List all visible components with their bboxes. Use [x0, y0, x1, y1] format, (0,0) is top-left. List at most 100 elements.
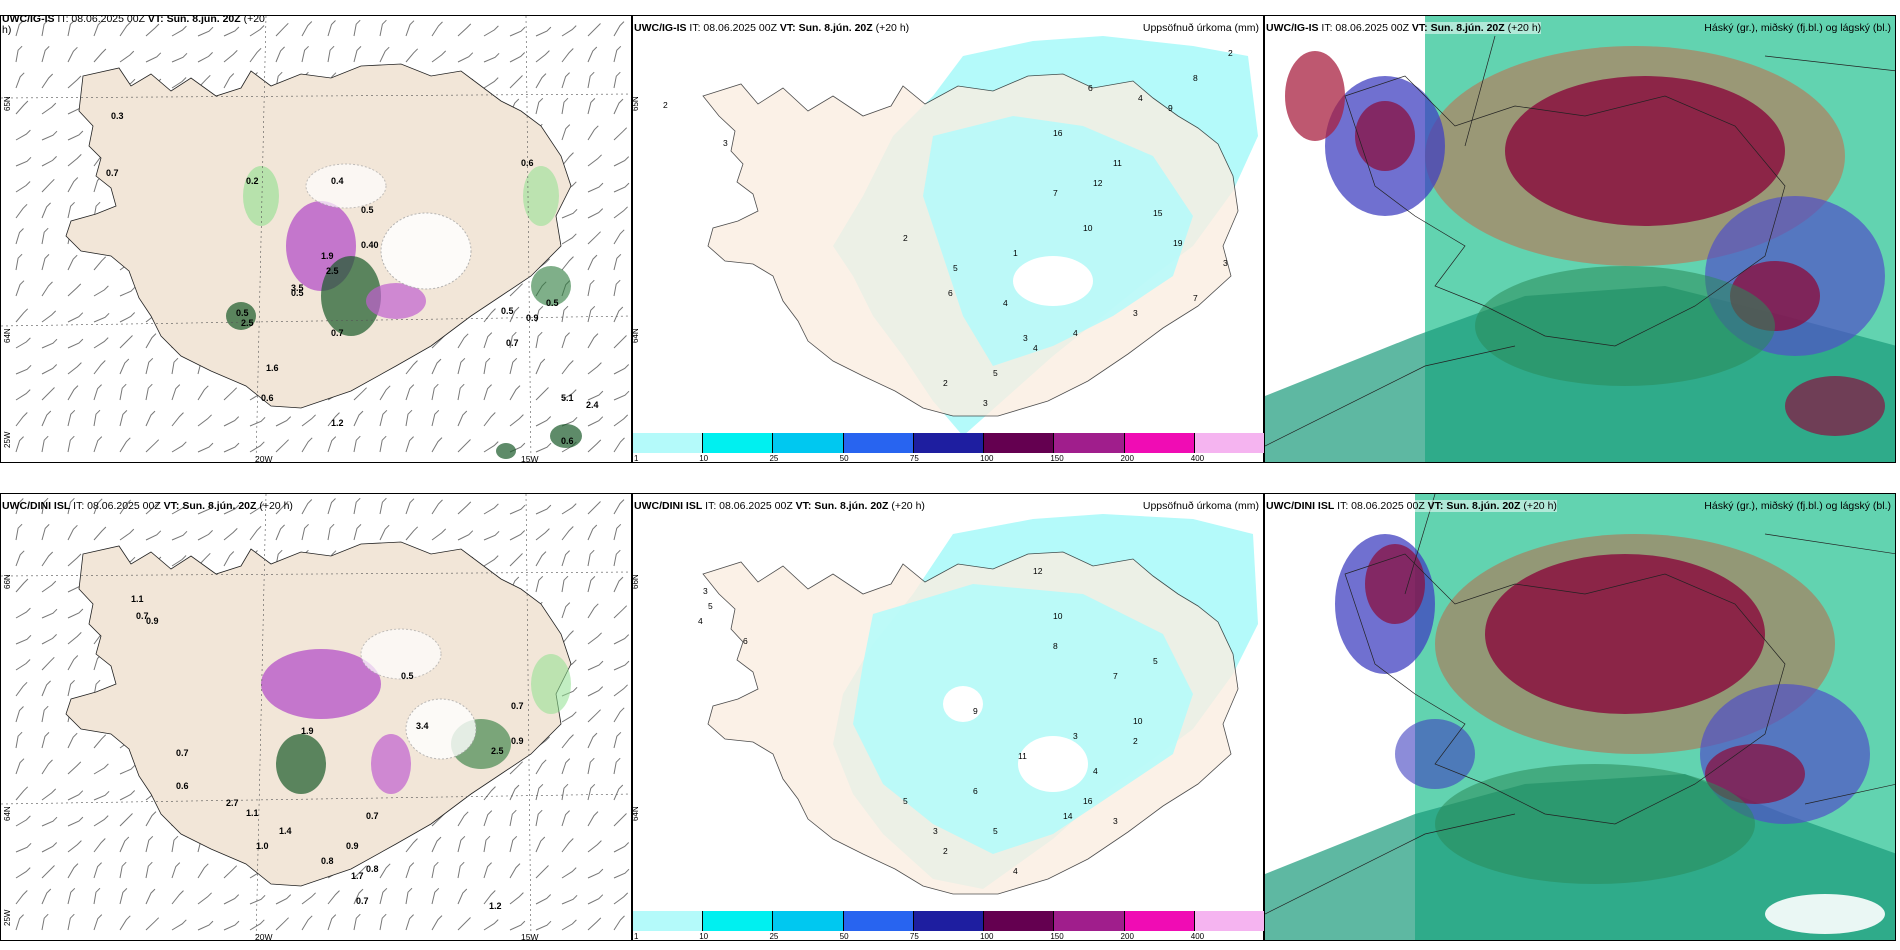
- wind-barb: [119, 528, 135, 541]
- precip-value: 3: [1023, 333, 1028, 343]
- wind-barb: [509, 52, 526, 63]
- precip-value: 0.6: [521, 158, 534, 168]
- precip-value: 0.7: [331, 328, 344, 338]
- wind-barb: [613, 71, 621, 89]
- wind-barb: [405, 384, 415, 401]
- precip-value: 12: [1033, 566, 1043, 576]
- legend-tick: 75: [909, 454, 919, 463]
- wind-barb: [171, 890, 184, 905]
- precip-value: 0.7: [511, 701, 524, 711]
- wind-barb: [587, 757, 595, 775]
- wind-barb: [41, 202, 51, 219]
- wind-barb: [327, 498, 336, 515]
- legend-tick: 25: [769, 454, 779, 463]
- precip-value: 0.7: [176, 748, 189, 758]
- wind-barb: [509, 385, 521, 401]
- wind-barb: [41, 338, 58, 349]
- wind-barb: [587, 154, 602, 167]
- wind-barb: [15, 550, 25, 567]
- wind-barb: [405, 409, 413, 427]
- wind-barb: [587, 732, 598, 749]
- precip-value: 11: [1018, 751, 1027, 761]
- wind-barb: [93, 862, 102, 879]
- wind-barb: [67, 177, 79, 193]
- precip-value: 3.5: [291, 283, 304, 293]
- wind-barb: [327, 523, 335, 541]
- legend-tick: 200: [1120, 932, 1134, 941]
- wind-barb: [93, 734, 107, 749]
- wind-barb: [457, 835, 466, 853]
- wind-barb: [509, 835, 518, 853]
- wind-barb: [353, 19, 361, 37]
- wind-barb: [535, 26, 552, 37]
- wind-barb: [93, 409, 101, 427]
- wind-barb: [587, 576, 596, 593]
- wind-barb: [613, 182, 630, 193]
- wind-barb: [483, 530, 500, 541]
- lon-label: 20W: [255, 932, 273, 941]
- precip-value: 5.1: [561, 393, 574, 403]
- wind-barb: [275, 894, 292, 905]
- map-clouds-top: [1265, 16, 1895, 462]
- wind-barb: [509, 863, 521, 879]
- wind-barb: [15, 607, 31, 619]
- wind-barb: [171, 503, 187, 515]
- wind-barb: [41, 816, 58, 827]
- wind-barb: [223, 416, 240, 427]
- wind-barb: [41, 410, 52, 427]
- wind-barb: [457, 52, 474, 63]
- wind-barb: [119, 499, 132, 515]
- legend-swatch: [703, 911, 774, 931]
- precip-value: 0.7: [356, 896, 369, 906]
- wind-barb: [197, 863, 209, 879]
- wind-barb: [41, 865, 55, 879]
- legend-tick: 150: [1050, 932, 1064, 941]
- wind-barb: [15, 364, 32, 375]
- wind-barb: [405, 526, 419, 541]
- precip-value: 1.9: [321, 251, 334, 261]
- legend-swatch: [1054, 433, 1125, 453]
- wind-barb: [145, 439, 160, 453]
- wind-barb: [67, 130, 84, 141]
- wind-barb: [509, 357, 518, 375]
- wind-barb: [171, 77, 187, 89]
- wind-barb: [561, 208, 578, 219]
- wind-barb: [587, 279, 595, 297]
- wind-barb: [561, 124, 571, 141]
- wind-barb: [509, 504, 526, 515]
- wind-barb: [41, 788, 57, 801]
- lat-label: 65N: [632, 96, 640, 111]
- legend-tick: 150: [1050, 454, 1064, 463]
- wind-barb: [41, 19, 49, 37]
- wind-barb: [561, 711, 577, 723]
- wind-barb: [483, 890, 496, 905]
- wind-barb: [67, 790, 84, 801]
- wind-barb: [15, 634, 32, 645]
- wind-barb: [301, 45, 309, 63]
- precip-value: 16: [1083, 796, 1093, 806]
- wind-barb: [15, 72, 25, 89]
- precip-value: 5: [903, 796, 908, 806]
- wind-barb: [67, 732, 78, 749]
- wind-barb: [93, 815, 109, 827]
- wind-barb: [561, 152, 574, 167]
- wind-barb: [587, 501, 601, 515]
- precip-value: 10: [1053, 611, 1063, 621]
- wind-barb: [41, 497, 49, 515]
- precip-value: 15: [1153, 208, 1163, 218]
- legend-tick: 100: [980, 454, 994, 463]
- wind-barb: [587, 46, 598, 63]
- legend-swatch: [703, 433, 774, 453]
- wind-barb: [561, 867, 577, 879]
- wind-barb: [379, 19, 387, 37]
- wind-barb: [145, 52, 162, 63]
- wind-barb: [561, 575, 569, 593]
- wind-barb: [483, 357, 491, 375]
- wind-barb: [301, 437, 313, 453]
- wind-barb: [561, 256, 574, 271]
- wind-barb: [483, 503, 499, 515]
- wind-barb: [535, 575, 544, 593]
- precip-value: 5: [993, 826, 998, 836]
